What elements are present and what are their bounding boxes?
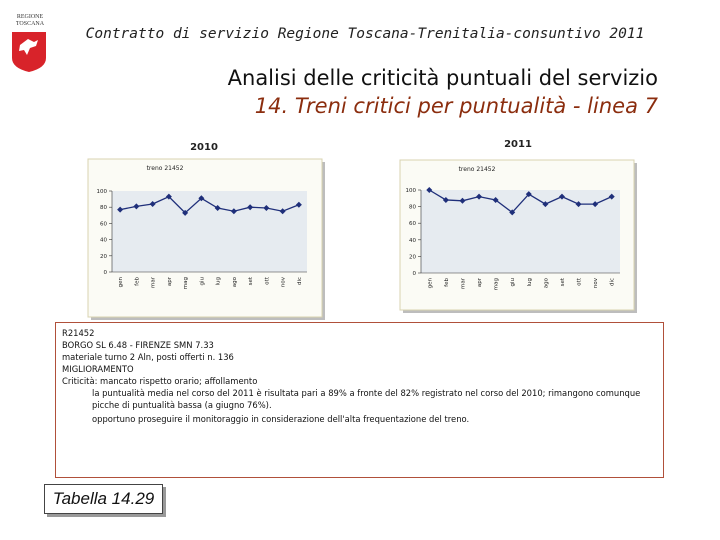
data-point bbox=[592, 201, 599, 208]
data-point bbox=[263, 205, 270, 212]
chart-title: treno 21452 bbox=[459, 166, 496, 173]
logo bbox=[12, 32, 46, 72]
caption: Tabella 14.29 bbox=[44, 484, 163, 514]
data-point bbox=[133, 203, 140, 210]
header: Contratto di servizio Regione Toscana-Tr… bbox=[85, 26, 645, 42]
data-point bbox=[476, 193, 483, 200]
x-tick-label: mag bbox=[494, 278, 500, 290]
panel-label: 2011 bbox=[504, 139, 532, 150]
x-tick-label: ago bbox=[543, 277, 549, 288]
text-line: MIGLIORAMENTO bbox=[62, 364, 134, 374]
y-tick-label: 20 bbox=[100, 254, 107, 260]
text-line: materiale turno 2 Aln, posti offerti n. … bbox=[62, 352, 234, 362]
data-point bbox=[542, 201, 549, 208]
x-tick-label: nov bbox=[593, 277, 599, 288]
data-point bbox=[575, 201, 582, 208]
x-tick-label: feb bbox=[134, 276, 140, 285]
x-tick-label: ott bbox=[264, 276, 270, 285]
x-tick-label: lug bbox=[216, 277, 222, 286]
data-point bbox=[165, 193, 172, 200]
data-point bbox=[442, 196, 449, 203]
text-line: Criticità: mancato rispetto orario; affo… bbox=[62, 376, 258, 386]
data-point bbox=[459, 197, 466, 204]
text-line: R21452 bbox=[62, 328, 95, 338]
y-tick-label: 20 bbox=[409, 254, 416, 260]
data-point bbox=[492, 196, 499, 203]
y-tick-label: 0 bbox=[104, 270, 108, 276]
x-tick-label: giu bbox=[199, 277, 205, 286]
y-tick-label: 40 bbox=[100, 238, 107, 244]
x-tick-label: dic bbox=[297, 277, 303, 285]
y-tick-label: 80 bbox=[100, 205, 107, 211]
data-point bbox=[558, 193, 565, 200]
chart-title: treno 21452 bbox=[147, 165, 184, 172]
x-tick-label: mar bbox=[460, 277, 466, 289]
x-tick-label: gen bbox=[427, 278, 433, 289]
panel-label: 2010 bbox=[190, 142, 218, 153]
y-tick-label: 100 bbox=[97, 189, 108, 195]
data-point bbox=[279, 208, 286, 215]
x-tick-label: set bbox=[560, 277, 566, 286]
y-tick-label: 0 bbox=[413, 271, 417, 277]
data-line bbox=[119, 195, 300, 214]
x-tick-label: dic bbox=[610, 278, 616, 286]
slide-title: Analisi delle criticità puntuali del ser… bbox=[227, 66, 658, 90]
x-tick-label: apr bbox=[167, 276, 173, 286]
x-tick-label: mar bbox=[151, 276, 157, 288]
data-point bbox=[117, 206, 124, 213]
y-tick-label: 60 bbox=[100, 221, 107, 227]
data-point bbox=[426, 187, 433, 193]
data-point bbox=[198, 195, 205, 202]
data-point bbox=[247, 204, 254, 211]
y-tick-label: 60 bbox=[409, 221, 416, 227]
x-tick-label: mag bbox=[183, 277, 189, 289]
data-point bbox=[295, 201, 302, 208]
y-tick-label: 80 bbox=[409, 205, 416, 211]
plot-area bbox=[112, 191, 307, 272]
x-tick-label: gen bbox=[118, 277, 124, 288]
x-tick-label: lug bbox=[527, 278, 533, 287]
y-tick-label: 40 bbox=[409, 238, 416, 244]
text-paragraph: la puntualità media nel corso del 2011 è… bbox=[92, 388, 641, 410]
text-paragraph: opportuno proseguire il monitoraggio in … bbox=[92, 414, 470, 424]
data-point bbox=[182, 209, 189, 216]
data-point bbox=[608, 193, 615, 200]
data-point bbox=[149, 200, 156, 207]
x-tick-label: feb bbox=[444, 277, 450, 286]
x-tick-label: ago bbox=[232, 276, 238, 287]
text-line: BORGO SL 6.48 - FIRENZE SMN 7.33 bbox=[62, 340, 214, 350]
text-box: R21452 BORGO SL 6.48 - FIRENZE SMN 7.33 … bbox=[55, 322, 664, 478]
logo-text: REGIONE TOSCANA bbox=[15, 14, 45, 27]
data-point bbox=[214, 205, 221, 212]
x-tick-label: set bbox=[248, 276, 254, 285]
x-tick-label: ott bbox=[577, 277, 583, 286]
slide-subtitle: 14. Treni critici per puntualità - linea… bbox=[254, 94, 658, 118]
data-point bbox=[509, 209, 516, 216]
data-point bbox=[525, 191, 532, 198]
x-tick-label: nov bbox=[281, 276, 287, 287]
y-tick-label: 100 bbox=[406, 188, 417, 194]
x-tick-label: apr bbox=[477, 277, 483, 287]
data-point bbox=[230, 208, 237, 215]
x-tick-label: giu bbox=[510, 278, 516, 287]
